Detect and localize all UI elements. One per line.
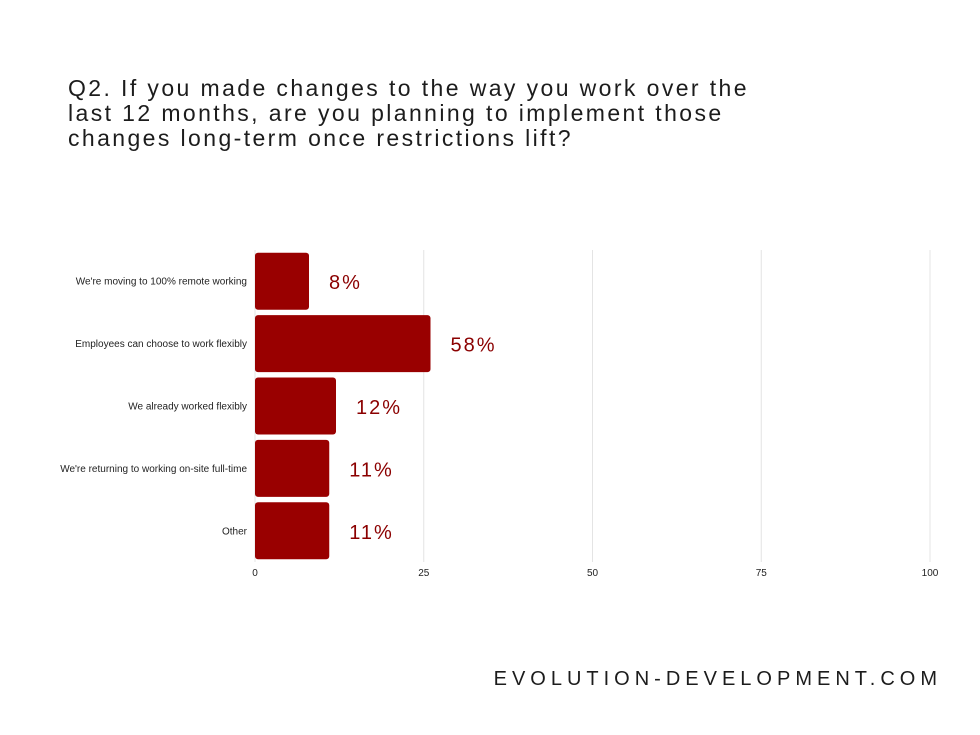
bar-chart: 0 25 50 75 100 We're moving to 100% remote wo… (60, 250, 939, 579)
chart-title: Q2. If you made changes to the way you w… (68, 76, 928, 151)
data-label: 8% (329, 272, 362, 294)
category-label: We're returning to working on-site full-… (60, 464, 247, 475)
footer-website: EVOLUTION-DEVELOPMENT.COM (493, 668, 942, 690)
x-tick-label: 100 (922, 568, 939, 579)
bar (255, 377, 336, 435)
x-tick-label: 25 (418, 568, 430, 579)
bar (255, 502, 330, 560)
title-line-2: last 12 months, are you planning to impl… (68, 100, 724, 126)
category-label: We're moving to 100% remote working (76, 277, 247, 288)
x-tick-label: 75 (756, 568, 768, 579)
title-line-1: Q2. If you made changes to the way you w… (68, 75, 749, 101)
x-tick-label: 0 (252, 568, 258, 579)
bar (255, 439, 330, 497)
x-tick-label: 50 (587, 568, 599, 579)
labels: 0 25 50 75 100 We're moving to 100% remote wo… (60, 272, 939, 579)
category-label: Employees can choose to work flexibly (75, 339, 247, 350)
category-label: We already worked flexibly (128, 402, 247, 413)
data-label: 11% (349, 522, 394, 544)
data-label: 12% (356, 397, 402, 419)
data-label: 58% (451, 335, 497, 357)
bar (255, 315, 431, 373)
bar (255, 252, 309, 310)
data-label: 11% (349, 459, 394, 481)
title-line-3: changes long-term once restrictions lift… (68, 125, 573, 151)
bars (255, 252, 431, 560)
category-label: Other (222, 526, 248, 537)
